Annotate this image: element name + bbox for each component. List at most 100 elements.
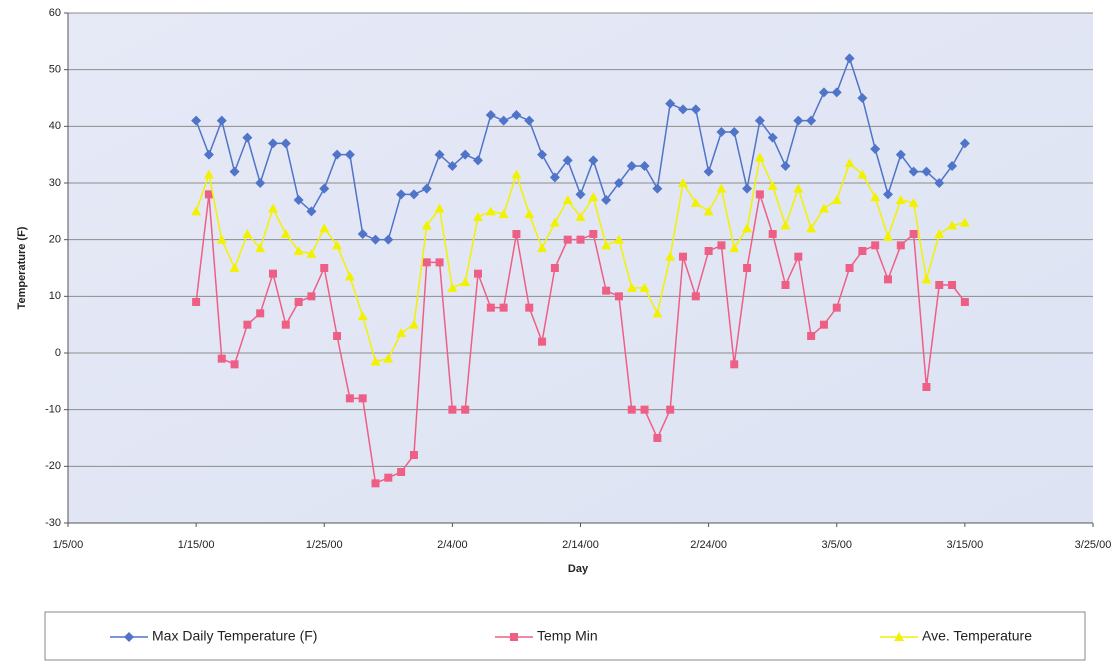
x-tick-label: 2/14/00 — [562, 539, 599, 551]
point — [602, 286, 611, 295]
point — [538, 337, 547, 346]
point — [281, 320, 290, 329]
point — [934, 229, 945, 238]
point — [421, 220, 432, 230]
point — [537, 243, 548, 253]
x-tick-label: 3/5/00 — [821, 539, 852, 551]
point — [640, 405, 649, 414]
point — [203, 149, 214, 160]
point — [524, 209, 535, 219]
point — [550, 264, 559, 272]
point — [461, 405, 470, 414]
y-tick-label: 20 — [49, 234, 61, 246]
x-tick-label: 1/15/00 — [178, 539, 215, 551]
y-tick-label: -20 — [45, 460, 61, 472]
point — [870, 192, 881, 202]
point — [511, 110, 522, 120]
point — [485, 110, 496, 120]
point — [818, 87, 829, 98]
point — [754, 115, 765, 126]
point — [460, 277, 471, 287]
point — [666, 405, 675, 414]
point — [665, 251, 676, 261]
point — [858, 247, 867, 255]
point — [229, 166, 240, 177]
point — [922, 383, 931, 391]
point — [435, 258, 444, 267]
point — [256, 309, 265, 318]
point — [742, 223, 753, 233]
y-axis-label: Temperature (F) — [16, 226, 28, 309]
point — [333, 332, 342, 340]
point — [320, 264, 329, 272]
point — [421, 183, 432, 194]
point — [294, 298, 303, 306]
point — [332, 149, 343, 160]
y-tick-label: 40 — [49, 120, 61, 132]
point — [344, 271, 355, 281]
point — [703, 166, 714, 177]
point — [948, 281, 957, 289]
point — [306, 248, 317, 258]
point — [434, 149, 445, 160]
point — [344, 149, 355, 160]
point — [871, 241, 880, 250]
point — [691, 292, 700, 301]
point — [203, 169, 214, 179]
point — [652, 308, 663, 318]
legend-label: Ave. Temperature — [922, 628, 1032, 644]
point — [524, 115, 535, 126]
point — [216, 234, 227, 244]
point — [230, 360, 239, 369]
point — [357, 311, 368, 321]
point — [947, 220, 958, 230]
point — [690, 104, 701, 115]
point — [280, 138, 291, 149]
y-tick-label: 0 — [55, 347, 61, 359]
point — [678, 178, 688, 187]
point — [614, 292, 623, 301]
point — [729, 243, 740, 253]
point — [857, 169, 868, 179]
point — [498, 115, 509, 126]
legend-label: Max Daily Temperature (F) — [152, 628, 317, 644]
point — [357, 229, 368, 239]
point — [383, 353, 394, 363]
point — [807, 332, 816, 340]
point — [896, 241, 905, 250]
point — [652, 183, 663, 194]
x-tick-label: 3/15/00 — [947, 539, 984, 551]
point — [473, 155, 483, 166]
point — [589, 230, 598, 238]
point — [884, 275, 892, 284]
point — [601, 195, 612, 205]
plot-area — [68, 13, 1093, 523]
point — [793, 115, 804, 126]
legend-marker — [124, 632, 134, 642]
point — [935, 281, 944, 289]
point — [626, 161, 637, 171]
point — [780, 161, 791, 171]
point — [396, 189, 407, 200]
point — [895, 149, 906, 160]
point — [242, 132, 253, 143]
point — [243, 320, 252, 329]
point — [397, 468, 406, 476]
point — [216, 115, 227, 126]
point — [588, 192, 599, 202]
point — [883, 189, 893, 200]
point — [742, 183, 753, 194]
point — [767, 132, 778, 143]
point — [870, 144, 881, 154]
point — [921, 166, 932, 177]
legend-marker — [894, 632, 904, 641]
point — [730, 360, 739, 369]
point — [806, 115, 817, 126]
point — [729, 127, 740, 137]
point — [549, 217, 560, 227]
legend — [44, 611, 1086, 661]
point — [959, 138, 970, 149]
point — [908, 197, 919, 207]
point — [704, 247, 713, 255]
x-tick-label: 3/25/00 — [1075, 539, 1112, 551]
